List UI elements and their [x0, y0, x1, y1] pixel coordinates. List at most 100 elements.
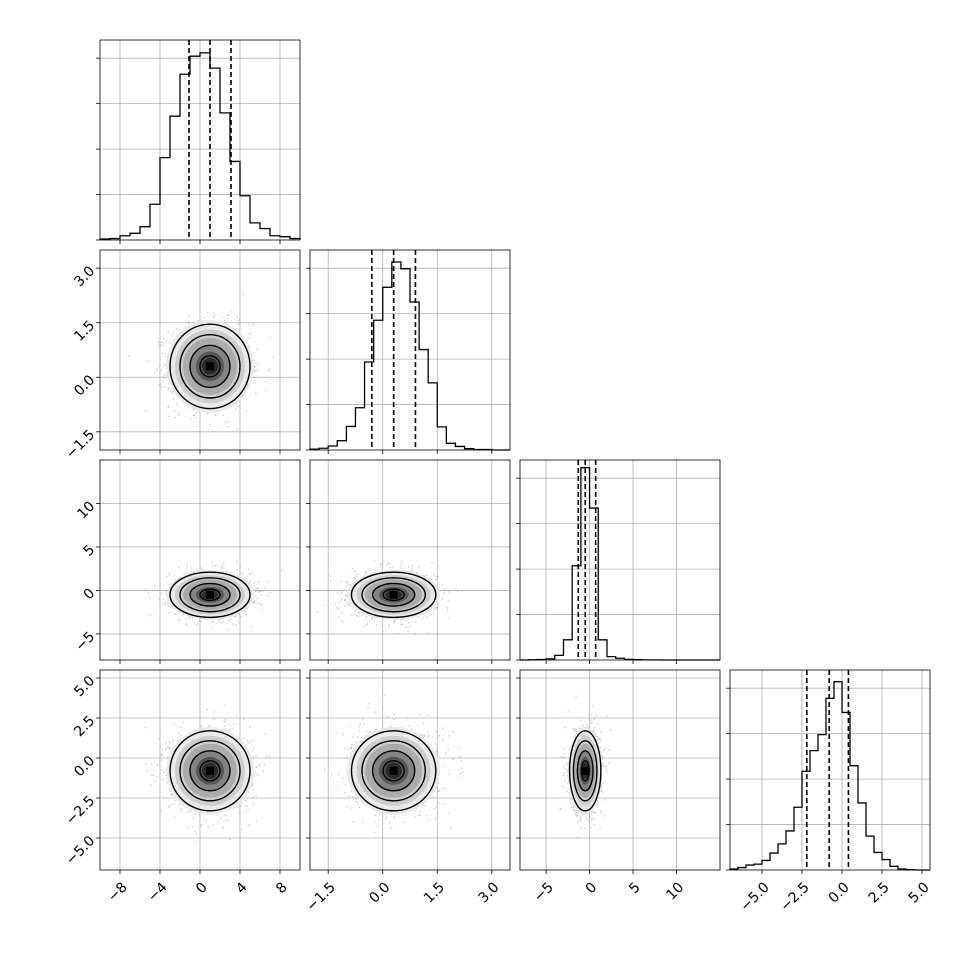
- scatter-point: [235, 623, 237, 626]
- scatter-point: [171, 392, 174, 394]
- scatter-point: [391, 566, 394, 569]
- scatter-point: [409, 570, 412, 572]
- scatter-point: [179, 328, 181, 331]
- scatter-point: [235, 714, 238, 717]
- scatter-point: [194, 813, 197, 816]
- contour-line: [371, 582, 416, 607]
- scatter-point: [254, 365, 256, 368]
- scatter-point: [264, 380, 267, 383]
- scatter-point: [177, 411, 180, 414]
- axes-frame: [519, 459, 721, 661]
- scatter-point: [342, 621, 345, 624]
- scatter-point: [253, 581, 255, 584]
- contour-line: [350, 571, 437, 619]
- scatter-point: [261, 603, 263, 606]
- scatter-point: [433, 573, 435, 576]
- scatter-point: [158, 737, 161, 740]
- scatter-point: [159, 382, 162, 385]
- scatter-point: [169, 341, 172, 344]
- scatter-point: [172, 740, 174, 743]
- scatter-point: [259, 603, 262, 606]
- scatter-point: [174, 613, 176, 615]
- scatter-point: [168, 572, 171, 575]
- scatter-point: [222, 826, 224, 828]
- scatter-point: [214, 414, 217, 417]
- scatter-point: [379, 566, 382, 569]
- scatter-point: [158, 344, 161, 347]
- scatter-point: [442, 591, 445, 594]
- scatter-point: [167, 387, 170, 389]
- scatter-point: [188, 323, 191, 325]
- scatter-point: [322, 604, 325, 607]
- scatter-point: [224, 421, 227, 424]
- scatter-point: [253, 366, 256, 369]
- scatter-point: [168, 806, 171, 809]
- scatter-point: [247, 568, 250, 571]
- scatter-point: [178, 454, 180, 456]
- scatter-point: [337, 601, 340, 604]
- contour-line: [169, 571, 251, 619]
- scatter-point: [404, 619, 406, 622]
- scatter-point: [234, 408, 237, 411]
- scatter-point: [146, 360, 149, 363]
- scatter-point: [368, 569, 370, 572]
- scatter-point: [400, 560, 403, 563]
- scatter-point: [165, 748, 168, 750]
- scatter-point: [162, 795, 165, 797]
- scatter-point: [269, 591, 272, 594]
- scatter-point: [221, 564, 224, 566]
- scatter-point: [234, 616, 236, 618]
- scatter-point: [364, 573, 367, 576]
- contour-line: [199, 355, 221, 378]
- scatter-point: [247, 824, 250, 827]
- contour-line: [382, 588, 405, 602]
- scatter-point: [336, 592, 339, 594]
- scatter-point: [167, 406, 170, 408]
- scatter-point: [258, 602, 260, 604]
- scatter-point: [425, 616, 428, 619]
- scatter-point: [168, 331, 171, 334]
- scatter-point: [218, 619, 221, 622]
- scatter-point: [385, 629, 387, 632]
- scatter-point: [247, 808, 250, 811]
- scatter-point: [158, 383, 161, 386]
- scatter-point: [408, 622, 410, 624]
- scatter-point: [194, 412, 197, 414]
- axes-frame: [309, 249, 511, 451]
- scatter-point: [236, 316, 239, 319]
- scatter-point: [167, 805, 170, 808]
- scatter-point: [364, 571, 367, 574]
- scatter-point: [400, 563, 403, 566]
- histogram-step: [99, 52, 301, 240]
- scatter-point: [213, 718, 216, 720]
- scatter-point: [247, 337, 250, 339]
- scatter-point: [210, 561, 213, 564]
- scatter-point: [255, 362, 258, 364]
- scatter-point: [223, 703, 226, 706]
- hist-panel-1: [306, 249, 511, 451]
- scatter-point: [167, 405, 170, 408]
- scatter-point: [353, 576, 356, 579]
- scatter-point: [222, 620, 225, 623]
- scatter-point: [336, 606, 338, 609]
- scatter-point: [344, 580, 347, 583]
- scatter-point: [417, 615, 420, 618]
- scatter-point: [180, 810, 183, 813]
- scatter-point: [407, 630, 409, 633]
- scatter-point: [205, 821, 208, 823]
- scatter-point: [191, 617, 194, 620]
- scatter-point: [185, 321, 188, 324]
- scatter-point: [164, 603, 167, 606]
- scatter-point: [189, 809, 192, 812]
- scatter-point: [236, 568, 239, 571]
- scatter-point: [149, 614, 152, 617]
- scatter-point: [243, 610, 246, 613]
- scatter-point: [228, 723, 231, 726]
- scatter-point: [195, 417, 198, 420]
- scatter-point: [242, 573, 244, 576]
- scatter-point: [267, 369, 270, 372]
- scatter-point: [255, 602, 258, 605]
- scatter-point: [160, 592, 163, 595]
- scatter-point: [190, 418, 193, 421]
- scatter-point: [344, 595, 347, 598]
